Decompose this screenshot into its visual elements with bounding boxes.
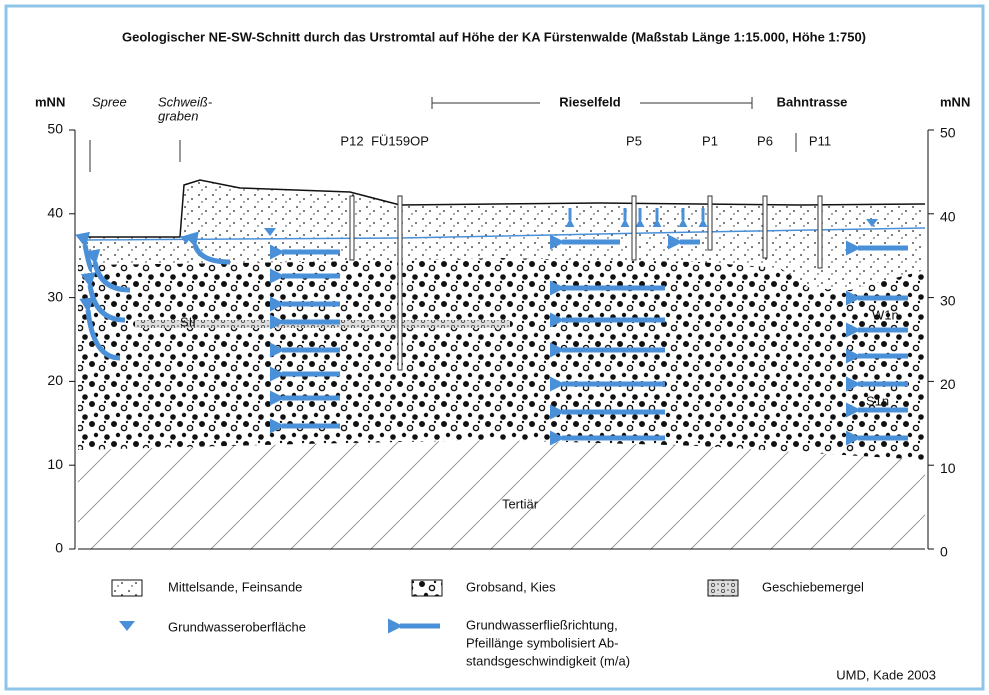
layer-label: S1n bbox=[866, 393, 889, 408]
place-label: Rieselfeld bbox=[559, 94, 620, 109]
frame bbox=[4, 4, 985, 691]
tick-label: 30 bbox=[940, 292, 956, 308]
legend-label: standsgeschwindigkeit (m/a) bbox=[466, 653, 630, 668]
layer-label: SII bbox=[180, 314, 196, 329]
well bbox=[707, 195, 713, 251]
well bbox=[397, 195, 403, 371]
tick-label: 0 bbox=[940, 544, 948, 560]
place-label: graben bbox=[158, 108, 198, 123]
well bbox=[349, 195, 355, 261]
legend-label: Pfeillänge symbolisiert Ab- bbox=[466, 635, 618, 650]
tick-label: 50 bbox=[940, 125, 956, 141]
legend-label: Geschiebemergel bbox=[762, 579, 864, 594]
legend-swatch bbox=[707, 579, 739, 597]
flow-arrow bbox=[184, 231, 231, 265]
tick-label: 20 bbox=[940, 376, 956, 392]
place-label: Bahntrasse bbox=[777, 94, 848, 109]
tick-label: 20 bbox=[47, 372, 63, 388]
well-label: P12 bbox=[340, 133, 363, 148]
tick-label: 0 bbox=[55, 540, 63, 556]
flow-arrow bbox=[79, 297, 121, 361]
tick-label: 10 bbox=[47, 456, 63, 472]
legend-label: Mittelsande, Feinsande bbox=[168, 579, 302, 594]
ground-surface bbox=[78, 179, 926, 238]
legend-label: Grobsand, Kies bbox=[466, 579, 556, 594]
credit: UMD, Kade 2003 bbox=[836, 667, 936, 682]
tertiary bbox=[78, 440, 925, 549]
fine-sand bbox=[78, 180, 925, 290]
well bbox=[762, 195, 768, 259]
coarse-sand bbox=[78, 258, 925, 460]
layer-label: W1n bbox=[872, 307, 899, 322]
tick-label: 30 bbox=[47, 288, 63, 304]
layer-label: Tertiär bbox=[502, 496, 539, 511]
legend-swatch bbox=[111, 579, 143, 597]
tick-label: 10 bbox=[940, 460, 956, 476]
tick-label: 50 bbox=[47, 121, 63, 137]
legend-label: Grundwasserfließrichtung, bbox=[466, 617, 618, 632]
tick-label: 40 bbox=[940, 209, 956, 225]
well-label: FÜ159OP bbox=[371, 133, 429, 148]
flow-arrow bbox=[85, 248, 131, 293]
legend-swatch bbox=[411, 579, 443, 597]
place-label: Spree bbox=[92, 94, 127, 109]
flow-arrow bbox=[75, 231, 94, 273]
axis-unit: mNN bbox=[35, 94, 65, 109]
well-label: P5 bbox=[626, 133, 642, 148]
legend-swatch bbox=[119, 621, 135, 631]
well-label: P1 bbox=[702, 133, 718, 148]
well-label: P11 bbox=[809, 133, 831, 148]
place-label: Schweiß- bbox=[158, 94, 213, 109]
flow-arrow bbox=[80, 272, 126, 323]
title: Geologischer NE-SW-Schnitt durch das Urs… bbox=[122, 29, 866, 44]
well bbox=[631, 195, 637, 261]
legend-label: Grundwasseroberfläche bbox=[168, 619, 306, 634]
axis-unit: mNN bbox=[940, 94, 970, 109]
well bbox=[817, 195, 823, 269]
tick-label: 40 bbox=[47, 205, 63, 221]
well-label: P6 bbox=[757, 133, 773, 148]
